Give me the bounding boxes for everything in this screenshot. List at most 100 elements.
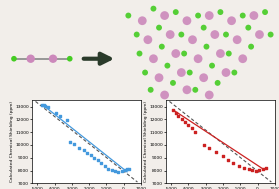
Point: [252, 14, 256, 17]
Point: [160, 45, 164, 48]
Point: [196, 57, 200, 60]
Point: [68, 57, 72, 60]
Point: [254, 169, 258, 172]
Point: [127, 167, 131, 170]
Point: [151, 7, 156, 10]
Point: [174, 52, 178, 55]
Point: [185, 88, 189, 91]
Point: [218, 52, 223, 55]
Point: [207, 147, 211, 150]
Point: [193, 88, 198, 91]
Point: [82, 149, 86, 152]
Point: [207, 94, 211, 97]
Point: [179, 117, 184, 120]
Point: [123, 168, 128, 171]
Point: [137, 52, 142, 55]
Point: [109, 168, 114, 171]
Point: [42, 104, 46, 107]
Point: [64, 119, 69, 122]
Point: [179, 71, 184, 74]
Point: [190, 38, 195, 41]
Point: [247, 168, 251, 171]
Point: [174, 112, 179, 115]
Y-axis label: Calculated Chemical Shielding (ppm): Calculated Chemical Shielding (ppm): [144, 101, 148, 182]
Point: [45, 106, 50, 109]
Point: [235, 38, 239, 41]
Point: [125, 168, 129, 171]
Point: [157, 76, 161, 79]
Point: [207, 14, 211, 17]
Point: [151, 57, 156, 60]
Point: [231, 162, 235, 165]
Point: [240, 14, 245, 17]
Point: [71, 142, 76, 145]
Point: [92, 156, 97, 159]
Point: [249, 45, 253, 48]
Point: [268, 33, 273, 36]
Point: [196, 14, 200, 17]
Point: [171, 81, 175, 84]
Point: [201, 76, 206, 79]
Point: [140, 19, 145, 22]
Point: [261, 168, 265, 171]
Point: [226, 159, 230, 162]
Point: [224, 71, 228, 74]
Point: [134, 33, 139, 36]
Point: [143, 71, 147, 74]
Point: [95, 159, 100, 162]
Point: [174, 11, 178, 14]
Point: [242, 167, 246, 170]
Point: [148, 88, 153, 91]
Point: [113, 170, 117, 173]
Point: [40, 103, 45, 106]
Point: [179, 33, 184, 36]
Point: [264, 167, 268, 170]
Point: [51, 57, 55, 60]
Point: [162, 14, 167, 17]
Point: [246, 26, 251, 29]
Point: [218, 11, 223, 14]
Point: [221, 155, 225, 158]
Point: [162, 94, 167, 97]
Point: [240, 57, 245, 60]
Point: [146, 38, 150, 41]
Point: [215, 81, 220, 84]
Point: [185, 19, 189, 22]
Point: [171, 108, 175, 111]
Point: [193, 130, 198, 133]
Point: [263, 11, 267, 14]
Point: [165, 64, 170, 67]
Point: [88, 154, 93, 157]
Point: [204, 45, 209, 48]
Point: [250, 168, 255, 171]
Point: [201, 26, 206, 29]
Point: [186, 124, 191, 127]
Point: [102, 165, 107, 168]
Point: [12, 57, 16, 60]
Point: [68, 140, 72, 143]
Point: [257, 168, 261, 171]
Point: [57, 114, 62, 117]
Point: [182, 52, 186, 55]
Point: [54, 112, 59, 115]
Point: [120, 170, 124, 173]
Point: [76, 146, 81, 149]
Point: [236, 165, 241, 168]
Point: [229, 19, 234, 22]
Point: [126, 14, 131, 17]
Point: [213, 33, 217, 36]
Y-axis label: Calculated Chemical Shielding (ppm): Calculated Chemical Shielding (ppm): [10, 101, 14, 182]
Point: [106, 167, 110, 170]
Point: [176, 115, 180, 118]
Point: [85, 151, 90, 154]
Point: [257, 33, 262, 36]
Point: [99, 161, 104, 164]
Point: [28, 57, 33, 60]
Point: [210, 64, 214, 67]
Point: [43, 104, 47, 107]
Point: [168, 33, 172, 36]
Point: [187, 71, 192, 74]
Point: [157, 26, 161, 29]
Point: [202, 143, 206, 146]
Point: [227, 52, 231, 55]
